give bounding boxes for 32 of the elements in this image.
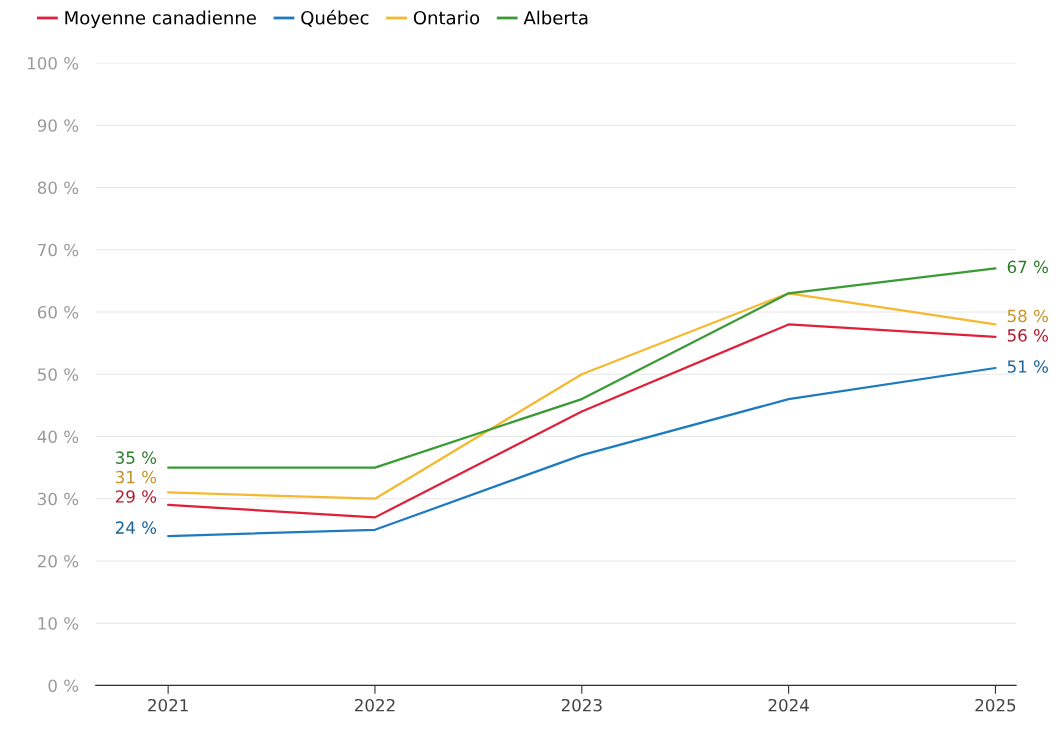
y-tick-label: 0 % bbox=[48, 679, 79, 692]
x-tick-label: 2025 bbox=[975, 698, 1016, 712]
data-label: 51 % bbox=[1007, 360, 1048, 373]
y-tick-label: 20 % bbox=[37, 554, 79, 568]
legend-label: Québec bbox=[301, 9, 369, 27]
x-tick-label: 2023 bbox=[561, 698, 602, 712]
y-tick-label: 40 % bbox=[37, 430, 79, 444]
line-series bbox=[167, 267, 997, 469]
data-label: 24 % bbox=[115, 521, 157, 534]
data-label: 31 % bbox=[115, 470, 157, 484]
y-tick-label: 60 % bbox=[37, 305, 79, 319]
x-tick-label: 2024 bbox=[768, 698, 809, 712]
legend-label: Ontario bbox=[413, 10, 480, 25]
x-tick-label: 2021 bbox=[148, 698, 188, 712]
y-tick-label: 100 % bbox=[27, 56, 79, 70]
line-series bbox=[167, 366, 997, 538]
line-series bbox=[167, 323, 997, 519]
data-label: 29 % bbox=[115, 490, 157, 503]
y-tick-label: 90 % bbox=[37, 119, 79, 132]
y-tick-label: 50 % bbox=[38, 368, 79, 381]
legend-label: Moyenne canadienne bbox=[65, 10, 256, 29]
data-label: 58 % bbox=[1007, 309, 1048, 323]
y-tick-label: 70 % bbox=[38, 243, 79, 257]
x-tick-label: 2022 bbox=[354, 698, 395, 712]
line-series bbox=[167, 292, 997, 500]
data-label: 35 % bbox=[115, 451, 157, 464]
y-tick-label: 80 % bbox=[37, 181, 79, 195]
data-label: 67 % bbox=[1007, 260, 1048, 274]
y-tick-label: 30 % bbox=[38, 492, 79, 506]
y-tick-label: 10 % bbox=[38, 617, 79, 630]
legend-label: Alberta bbox=[523, 10, 588, 25]
data-label: 56 % bbox=[1007, 329, 1048, 342]
